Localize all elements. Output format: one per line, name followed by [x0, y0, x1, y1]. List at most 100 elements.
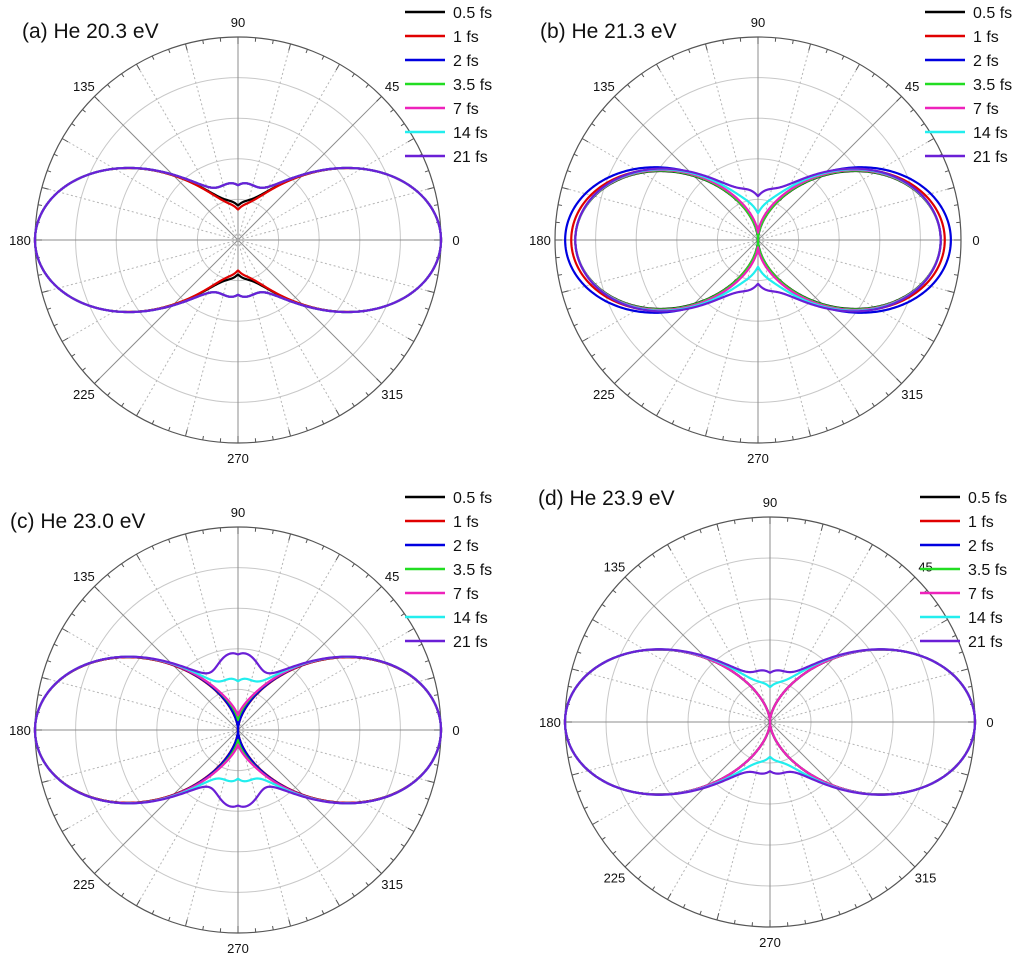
angular-tick: [910, 367, 914, 371]
angle-tick-label: 180: [539, 715, 561, 730]
angular-tick: [568, 685, 573, 688]
angular-tick: [321, 55, 325, 60]
angular-spoke-minor: [656, 63, 759, 241]
legend-label: 0.5 fs: [968, 490, 1007, 507]
angular-tick: [407, 337, 415, 342]
angular-tick: [351, 892, 355, 897]
angular-spoke-minor: [769, 523, 824, 723]
angular-tick: [121, 73, 125, 78]
angular-tick: [854, 903, 858, 909]
angular-tick: [871, 402, 875, 407]
angular-tick: [136, 409, 141, 417]
angle-tick-label: 45: [918, 559, 932, 574]
angular-tick: [820, 913, 824, 921]
angular-tick: [627, 392, 631, 396]
angular-tick: [418, 643, 423, 647]
angular-spoke-minor: [237, 533, 292, 731]
angular-tick: [944, 170, 949, 173]
angular-tick: [896, 378, 902, 384]
angular-spoke-major: [237, 239, 382, 384]
angular-spoke-minor: [237, 729, 292, 927]
legend-label: 7 fs: [968, 586, 994, 603]
angular-tick: [107, 574, 111, 578]
series-curve-21-fs: [563, 648, 977, 796]
angular-spoke-minor: [41, 186, 239, 241]
legend-label: 21 fs: [968, 634, 1003, 651]
polar-panel-4: 0 45 90 135 180 225 270 315 (d) He 23.9 eV 0.5 fs…: [538, 487, 1007, 950]
angular-tick: [151, 420, 155, 425]
angular-tick: [601, 604, 606, 608]
angular-tick: [637, 875, 642, 880]
angular-tick: [82, 857, 86, 861]
angular-spoke-minor: [757, 239, 860, 417]
angular-tick: [184, 429, 188, 437]
angular-tick: [951, 634, 957, 638]
angular-tick: [71, 613, 76, 617]
angle-tick-label: 0: [986, 715, 993, 730]
angular-tick: [390, 857, 394, 861]
polar-panel-1: 0 45 90 135 180 225 270 315 (a) He 20.3 eV 0.5 fs…: [9, 5, 492, 466]
angular-tick: [351, 402, 355, 407]
angular-spoke-major: [94, 729, 239, 874]
angle-tick-label: 90: [231, 15, 245, 30]
angle-tick-label: 180: [529, 233, 551, 248]
panel-title: (c) He 23.0 eV: [10, 510, 145, 533]
legend-label: 0.5 fs: [453, 490, 492, 507]
legend-label: 2 fs: [453, 538, 479, 555]
angular-tick: [47, 660, 52, 663]
angle-tick-label: 90: [763, 495, 777, 510]
angular-tick: [288, 919, 292, 927]
legend-label: 3.5 fs: [968, 562, 1007, 579]
angular-tick: [909, 861, 916, 868]
angular-tick: [820, 523, 824, 531]
angle-tick-label: 135: [73, 569, 95, 584]
angular-tick: [272, 529, 274, 535]
angular-tick: [868, 893, 873, 900]
angular-tick: [671, 55, 675, 60]
angular-tick: [583, 806, 589, 810]
angle-tick-label: 225: [73, 877, 95, 892]
angle-tick-label: 135: [73, 79, 95, 94]
angular-tick: [624, 861, 631, 868]
legend-label: 1 fs: [973, 29, 999, 46]
angle-tick-label: 90: [231, 505, 245, 520]
angular-tick: [136, 553, 141, 561]
series-curve-21-fs: [33, 166, 443, 314]
angular-tick: [898, 875, 903, 880]
angular-spoke-minor: [237, 729, 340, 907]
angular-spoke-minor: [184, 729, 239, 927]
legend-label: 14 fs: [453, 125, 488, 142]
angle-tick-label: 315: [381, 877, 403, 892]
angular-tick: [288, 43, 292, 51]
angle-tick-label: 270: [227, 941, 249, 956]
angular-tick: [365, 882, 369, 886]
angular-spoke-major: [94, 239, 239, 384]
angular-spoke-minor: [757, 63, 860, 241]
angular-tick: [107, 84, 111, 88]
angular-tick: [958, 651, 963, 654]
angular-tick: [82, 367, 86, 371]
angular-tick: [335, 409, 340, 417]
angular-tick: [47, 170, 52, 173]
angular-spoke-minor: [237, 138, 415, 241]
angular-spoke-minor: [769, 721, 824, 921]
angular-spoke-minor: [769, 721, 873, 900]
angular-tick: [573, 153, 578, 157]
angular-spoke-major: [94, 96, 239, 241]
angular-tick: [934, 604, 939, 608]
angle-tick-label: 315: [915, 871, 937, 886]
angular-tick: [321, 545, 325, 550]
angular-tick: [376, 378, 382, 384]
angle-tick-label: 0: [972, 233, 979, 248]
angular-tick: [592, 619, 599, 624]
angular-tick: [321, 420, 325, 425]
angular-tick: [927, 337, 935, 342]
angular-tick: [920, 353, 925, 357]
angular-tick: [699, 529, 702, 534]
angular-tick: [53, 643, 58, 647]
angle-tick-label: 0: [452, 233, 459, 248]
angular-tick: [321, 910, 325, 915]
angular-tick: [376, 96, 382, 102]
angular-tick: [61, 337, 69, 342]
